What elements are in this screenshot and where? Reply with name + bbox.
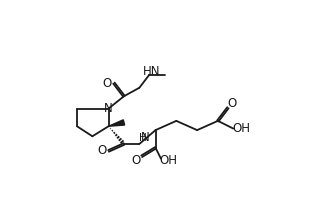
- Text: H: H: [139, 133, 146, 143]
- Text: N: N: [141, 131, 150, 144]
- Text: N: N: [104, 102, 113, 115]
- Text: OH: OH: [233, 122, 251, 135]
- Text: O: O: [102, 77, 111, 90]
- Text: O: O: [227, 97, 236, 111]
- Polygon shape: [109, 120, 125, 126]
- Text: O: O: [131, 154, 140, 167]
- Text: HN: HN: [143, 65, 160, 78]
- Text: O: O: [97, 144, 106, 157]
- Text: OH: OH: [160, 154, 178, 167]
